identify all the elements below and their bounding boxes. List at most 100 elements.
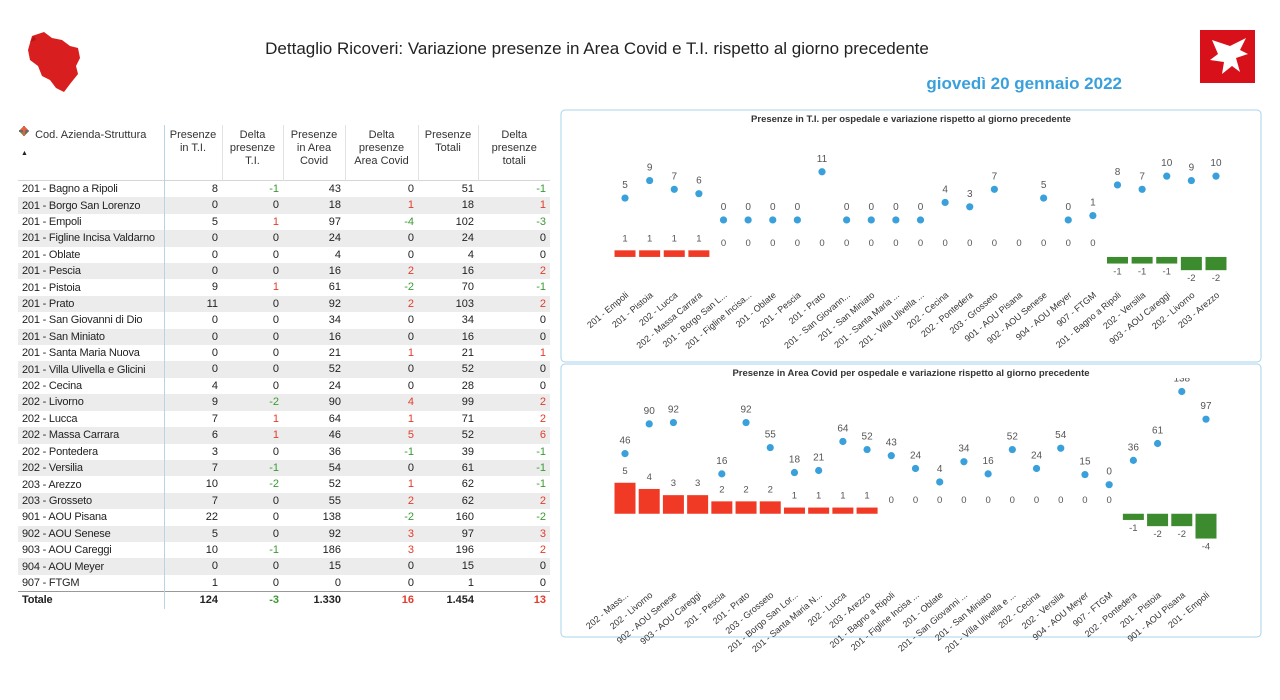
cell-text: 0 (211, 363, 218, 376)
cell-text: 0 (272, 445, 279, 458)
value-cell: 1 (20, 126, 550, 361)
column-header-text: Presenze in Area Covid (290, 129, 338, 167)
cell-text: 62 (461, 494, 474, 507)
column-header-text: Delta presenze Area Covid (354, 129, 409, 167)
column-header: Delta presenze totali (477, 125, 550, 181)
cell-text: 55 (328, 494, 341, 507)
delta-label: 5 (622, 466, 627, 477)
presence-label: 34 (958, 444, 970, 455)
cell-text: 13 (533, 594, 546, 607)
value-cell: -2 (20, 126, 550, 525)
value-cell: 90 (283, 394, 345, 411)
delta-label: -2 (1178, 529, 1186, 540)
value-cell: 1 (222, 279, 283, 295)
cell-text: 103 (455, 297, 474, 310)
value-cell: 71 (418, 411, 478, 427)
presence-label: 3 (967, 189, 973, 200)
value-cell: 0 (345, 181, 418, 198)
cell-text: -2 (269, 478, 279, 491)
cell-text: 7 (211, 461, 218, 474)
value-cell: 15 (418, 558, 478, 575)
delta-label: 2 (743, 484, 748, 495)
cell-text: 0 (272, 576, 279, 589)
cell-text: 0 (272, 560, 279, 573)
delta-label: 0 (770, 238, 775, 249)
name-cell: Totale (18, 591, 165, 609)
delta-label: 0 (795, 238, 800, 249)
delta-bar (614, 250, 636, 257)
presence-label: 36 (1128, 442, 1140, 453)
value-cell: 16 (345, 591, 418, 609)
delta-label: 0 (985, 495, 990, 506)
presence-label: 24 (1031, 450, 1043, 461)
delta-label: 0 (1090, 238, 1095, 249)
value-cell: 1 (222, 214, 283, 230)
value-cell: -3 (222, 591, 283, 609)
cell-text: Totale (22, 594, 53, 607)
cell-text: 0 (211, 560, 218, 573)
delta-bar (1180, 256, 1202, 271)
presence-label: 8 (1115, 167, 1121, 178)
delta-bar (639, 250, 661, 257)
cell-text: 52 (328, 478, 341, 491)
presence-label: 5 (622, 180, 628, 191)
cell-text: 4 (211, 379, 218, 392)
cell-text: 1 (272, 412, 279, 425)
cell-text: 0 (407, 330, 414, 343)
name-cell: 202 - Versilia (18, 459, 165, 477)
cell-text: 2 (539, 297, 546, 310)
value-cell: -1 (222, 459, 283, 477)
cell-text: 52 (461, 363, 474, 376)
table-row: 201 - Pistoia 9 1 61 -2 70 -1 (18, 126, 550, 296)
cell-text: 5 (211, 527, 218, 540)
cell-text: 8 (211, 183, 218, 195)
table-row: 201 - San Giovanni di Dio 0 0 34 0 34 0 (18, 127, 550, 329)
presence-dot (669, 418, 678, 427)
value-cell: 16 (418, 328, 478, 346)
presence-label: 0 (868, 202, 874, 213)
cell-text: 0 (272, 265, 279, 278)
cell-text: 0 (539, 232, 546, 245)
cell-text: 201 - Pistoia (22, 281, 81, 294)
cell-text: 102 (455, 215, 474, 228)
name-cell: 901 - AOU Pisana (18, 509, 165, 526)
cell-text: 2 (539, 494, 546, 507)
cell-text: 21 (461, 347, 474, 360)
value-cell: 52 (418, 427, 478, 444)
cell-text: 0 (407, 183, 414, 195)
value-cell: 0 (164, 558, 222, 575)
delta-label: -1 (1138, 267, 1146, 278)
delta-label: 2 (719, 484, 724, 495)
cell-text: 16 (328, 265, 341, 278)
value-cell: 0 (164, 247, 222, 263)
value-cell: 39 (418, 444, 478, 460)
delta-label: 0 (942, 238, 947, 249)
delta-label: 1 (622, 233, 627, 244)
presence-label: 64 (837, 423, 849, 434)
value-cell: 24 (283, 378, 345, 394)
value-cell: -2 (345, 509, 418, 525)
sort-indicator: ▲ (21, 150, 28, 157)
cell-text: 3 (407, 527, 414, 540)
cell-text: -1 (404, 445, 414, 458)
value-cell: 0 (19, 127, 550, 575)
cell-text: 0 (272, 494, 279, 507)
cell-text: -1 (536, 461, 546, 474)
presence-dot (911, 464, 920, 473)
cell-text: 16 (461, 330, 474, 343)
cell-text: 0 (407, 248, 414, 261)
table-row: 201 - Pescia 0 0 16 2 16 2 (18, 126, 550, 280)
cell-text: 0 (272, 511, 279, 524)
value-cell: 1 (418, 575, 478, 592)
value-cell: -2 (222, 394, 283, 411)
delta-label: 0 (1041, 238, 1046, 249)
column-header: Presenze Totali (417, 125, 478, 181)
delta-label: 0 (844, 238, 849, 249)
cell-text: 0 (539, 314, 546, 327)
delta-label: -1 (1129, 523, 1137, 534)
cell-text: 201 - Prato (22, 298, 75, 311)
presence-dot (1129, 456, 1137, 464)
value-cell: -1 (20, 126, 550, 460)
presence-dot (815, 466, 823, 475)
arrow-shape (20, 126, 28, 136)
